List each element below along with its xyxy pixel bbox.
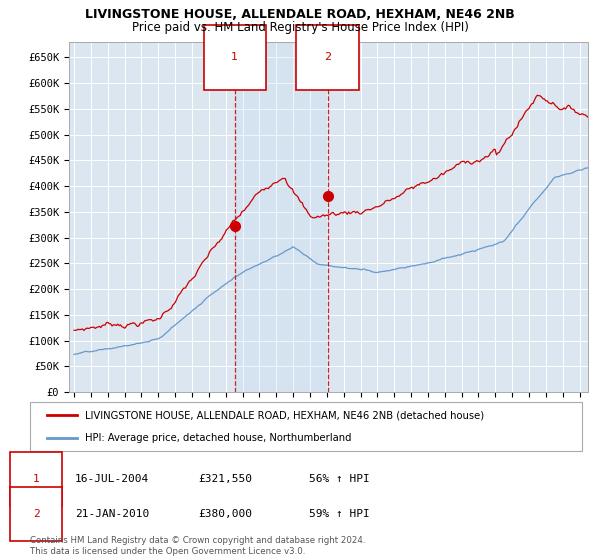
Text: 1: 1 <box>232 53 238 63</box>
Text: £321,550: £321,550 <box>198 474 252 484</box>
Bar <box>235 42 328 392</box>
Text: £380,000: £380,000 <box>198 509 252 519</box>
Text: 16-JUL-2004: 16-JUL-2004 <box>75 474 149 484</box>
Text: 2: 2 <box>32 509 40 519</box>
Text: Contains HM Land Registry data © Crown copyright and database right 2024.
This d: Contains HM Land Registry data © Crown c… <box>30 536 365 556</box>
Text: 59% ↑ HPI: 59% ↑ HPI <box>309 509 370 519</box>
Text: Price paid vs. HM Land Registry's House Price Index (HPI): Price paid vs. HM Land Registry's House … <box>131 21 469 34</box>
Text: LIVINGSTONE HOUSE, ALLENDALE ROAD, HEXHAM, NE46 2NB: LIVINGSTONE HOUSE, ALLENDALE ROAD, HEXHA… <box>85 8 515 21</box>
Text: 56% ↑ HPI: 56% ↑ HPI <box>309 474 370 484</box>
Text: 2: 2 <box>324 53 331 63</box>
FancyBboxPatch shape <box>30 402 582 451</box>
Text: 21-JAN-2010: 21-JAN-2010 <box>75 509 149 519</box>
Text: 1: 1 <box>32 474 40 484</box>
Text: LIVINGSTONE HOUSE, ALLENDALE ROAD, HEXHAM, NE46 2NB (detached house): LIVINGSTONE HOUSE, ALLENDALE ROAD, HEXHA… <box>85 410 484 421</box>
Text: HPI: Average price, detached house, Northumberland: HPI: Average price, detached house, Nort… <box>85 433 352 444</box>
